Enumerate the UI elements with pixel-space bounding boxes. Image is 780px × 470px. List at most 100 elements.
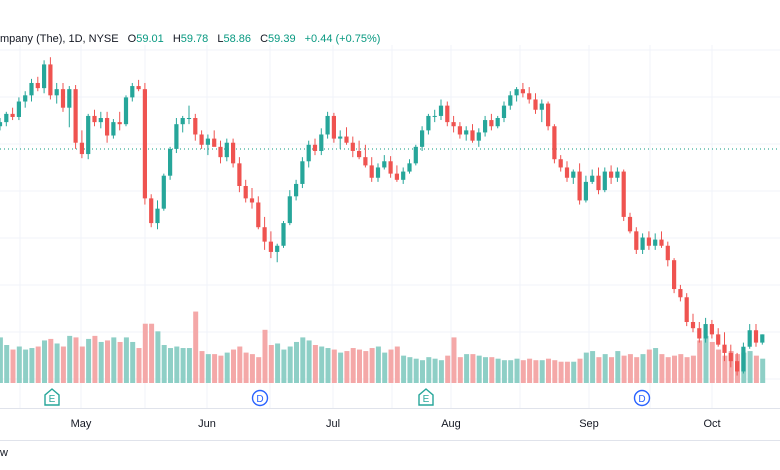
candle-body <box>212 138 217 147</box>
volume-bar <box>596 357 602 383</box>
symbol-label: mpany (The), 1D, NYSE <box>0 33 119 45</box>
volume-bar <box>54 343 60 383</box>
candle-body <box>464 130 469 135</box>
candle-body <box>142 89 147 199</box>
volume-bar <box>375 346 381 383</box>
earnings-marker-icon <box>418 388 434 406</box>
volume-bar <box>155 331 161 383</box>
volume-bar <box>501 360 507 383</box>
candle-body <box>186 118 192 119</box>
volume-bar <box>86 338 92 383</box>
volume-bar <box>747 351 753 383</box>
candle-body <box>533 99 538 110</box>
volume-bar <box>256 357 262 383</box>
candle-body <box>111 122 116 136</box>
candle-body <box>583 181 588 201</box>
volume-bar <box>760 358 766 383</box>
volume-bar <box>300 337 306 383</box>
volume-bar <box>275 343 281 383</box>
volume-bar <box>16 346 22 383</box>
candle-body <box>117 122 122 125</box>
candle-body <box>501 105 507 118</box>
volume-bar <box>722 355 728 383</box>
candle-body <box>735 361 740 372</box>
candle-body <box>136 86 141 90</box>
candle-body <box>514 89 519 96</box>
candle-body <box>98 118 103 123</box>
volume-bar <box>224 352 230 383</box>
volume-bar <box>438 360 444 383</box>
candle-body <box>331 115 336 139</box>
ohlc-legend: mpany (The), 1D, NYSE O59.01 H59.78 L58.… <box>0 33 386 45</box>
candle-body <box>67 89 72 108</box>
candle-body <box>130 86 135 98</box>
event-marker-letter: E <box>49 394 56 405</box>
volume-bar <box>174 346 180 383</box>
dividend-marker-icon <box>633 389 651 407</box>
candle-body <box>149 198 154 224</box>
time-axis[interactable] <box>0 408 780 439</box>
volume-bar <box>678 354 684 383</box>
volume-bar <box>294 341 299 383</box>
candle-body <box>338 136 343 139</box>
candle-body <box>539 103 544 110</box>
candle-body <box>268 241 273 252</box>
candle-body <box>92 115 97 123</box>
volume-bar <box>325 348 331 383</box>
volume-bar <box>344 351 350 383</box>
volume-bar <box>350 348 356 383</box>
candle-body <box>243 186 248 199</box>
candle-body <box>79 142 84 155</box>
candle-body <box>199 134 204 145</box>
candle-body <box>161 175 166 209</box>
candle-body <box>420 130 425 147</box>
volume-bar <box>142 323 148 383</box>
candle-body <box>281 223 286 246</box>
volume-bar <box>218 355 224 383</box>
volume-bar <box>558 361 564 383</box>
volume-bar <box>753 355 759 383</box>
candle-body <box>394 173 399 180</box>
volume-bar <box>609 357 614 383</box>
volume-bar <box>42 340 47 383</box>
candle-body <box>237 163 242 186</box>
volume-bar <box>281 349 287 383</box>
candle-body <box>224 142 229 158</box>
candle-body <box>168 148 173 176</box>
volume-bar <box>79 346 85 383</box>
candle-body <box>646 237 651 246</box>
candle-body <box>306 144 311 162</box>
volume-bar <box>653 348 659 383</box>
candle-body <box>659 239 664 246</box>
candle-body <box>105 118 110 136</box>
dividend-marker-icon <box>251 389 269 407</box>
candle-body <box>672 260 677 290</box>
candle-body <box>577 171 582 201</box>
event-marker-letter: D <box>638 394 645 405</box>
candle-body <box>10 113 15 117</box>
volume-bar <box>552 360 558 383</box>
volume-bar <box>117 341 123 383</box>
volume-bar <box>407 357 413 383</box>
volume-bar <box>287 346 293 383</box>
volume-bar <box>684 357 690 383</box>
candle-body <box>615 171 620 178</box>
volume-bar <box>640 354 646 383</box>
candle-body <box>741 346 746 372</box>
month-label-may: May <box>70 418 92 430</box>
candle-body <box>678 289 683 298</box>
candle-body <box>520 89 525 94</box>
candle-body <box>193 118 198 135</box>
candle-body <box>432 115 437 117</box>
candle-body <box>86 115 91 155</box>
brand-fragment[interactable]: w <box>0 447 8 459</box>
candle-body <box>180 118 185 125</box>
candle-body <box>564 167 570 178</box>
volume-bar <box>615 351 621 383</box>
volume-bar <box>564 361 570 383</box>
candle-body <box>401 171 406 180</box>
volume-bar <box>476 355 482 383</box>
candle-body <box>287 196 292 224</box>
